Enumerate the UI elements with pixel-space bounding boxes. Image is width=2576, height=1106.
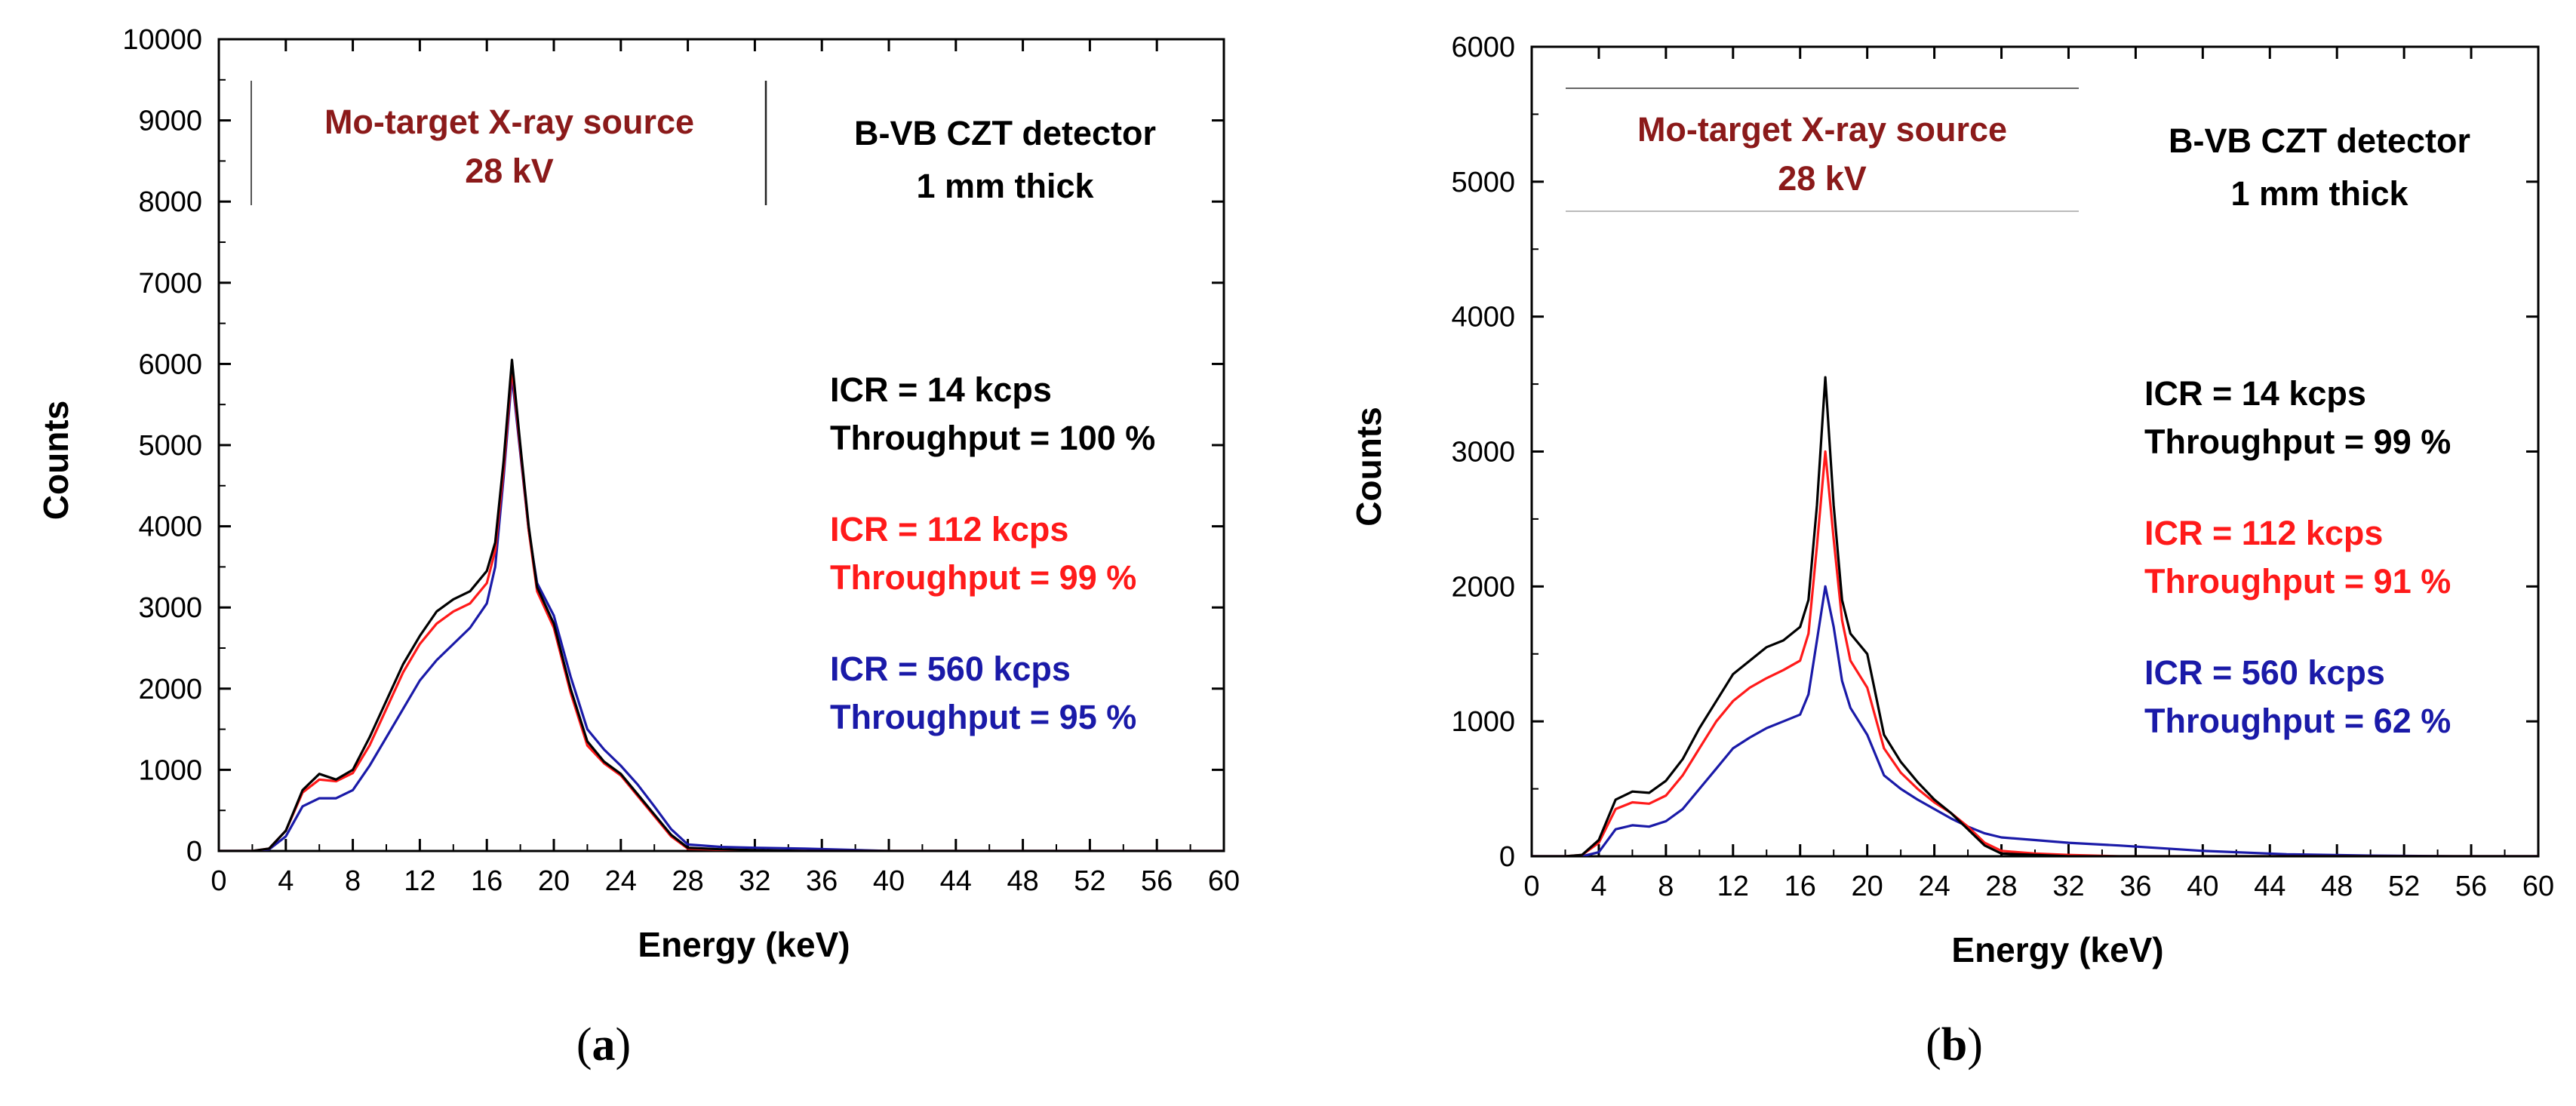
x-tick-label: 56 bbox=[2455, 871, 2487, 902]
x-tick-label: 44 bbox=[2254, 871, 2286, 902]
detector-label-line1: B-VB CZT detector bbox=[854, 114, 1156, 152]
y-tick-label: 1000 bbox=[1451, 706, 1515, 738]
y-tick-label: 5000 bbox=[138, 430, 202, 462]
y-tick-label: 8000 bbox=[138, 186, 202, 218]
legend-throughput-1: Throughput = 91 % bbox=[2144, 562, 2451, 601]
x-tick-label: 16 bbox=[471, 865, 503, 897]
y-tick-label: 6000 bbox=[138, 349, 202, 380]
series-line-red bbox=[1532, 450, 2538, 856]
x-tick-label: 52 bbox=[2388, 871, 2420, 902]
detector-label-line1: B-VB CZT detector bbox=[2169, 121, 2470, 160]
legend-throughput-2: Throughput = 62 % bbox=[2144, 702, 2451, 740]
panel-letter: a bbox=[592, 1019, 616, 1071]
series-line-blue bbox=[1532, 585, 2538, 856]
source-label-line1: Mo-target X-ray source bbox=[1637, 110, 2007, 149]
y-tick-label: 7000 bbox=[138, 268, 202, 300]
detector-label-line2: 1 mm thick bbox=[916, 167, 1094, 205]
x-axis-label: Energy (keV) bbox=[1951, 930, 2163, 969]
legend-icr-0: ICR = 14 kcps bbox=[2144, 374, 2366, 413]
x-tick-label: 60 bbox=[1208, 865, 1240, 897]
panel-caption-a: (a) bbox=[576, 1019, 631, 1071]
x-tick-label: 4 bbox=[1591, 871, 1606, 902]
y-tick-label: 2000 bbox=[138, 674, 202, 705]
source-label-line1: Mo-target X-ray source bbox=[324, 103, 694, 141]
legend-throughput-0: Throughput = 99 % bbox=[2144, 422, 2451, 461]
x-tick-label: 48 bbox=[2321, 871, 2353, 902]
x-tick-label: 8 bbox=[345, 865, 361, 897]
chart-panel-a: 0 4 8 12 16 20 24 28 32 36 40 44 48 52 56 6001000200030… bbox=[36, 24, 1240, 964]
x-tick-label: 40 bbox=[873, 865, 905, 897]
y-axis-label: Counts bbox=[1349, 407, 1388, 526]
y-tick-label: 2000 bbox=[1451, 571, 1515, 603]
y-tick-label: 0 bbox=[186, 836, 202, 868]
y-tick-label: 9000 bbox=[138, 106, 202, 137]
y-tick-label: 6000 bbox=[1451, 32, 1515, 63]
x-tick-label: 48 bbox=[1007, 865, 1038, 897]
y-tick-label: 4000 bbox=[138, 512, 202, 543]
series-line-black bbox=[219, 358, 1224, 851]
legend-throughput-0: Throughput = 100 % bbox=[830, 419, 1155, 457]
x-tick-label: 36 bbox=[806, 865, 838, 897]
source-label-line2: 28 kV bbox=[1778, 159, 1867, 198]
x-tick-label: 20 bbox=[1852, 871, 1883, 902]
y-tick-label: 3000 bbox=[1451, 437, 1515, 469]
x-tick-label: 32 bbox=[739, 865, 770, 897]
x-tick-label: 44 bbox=[940, 865, 972, 897]
x-tick-label: 28 bbox=[1985, 871, 2017, 902]
x-tick-label: 60 bbox=[2522, 871, 2554, 902]
legend-icr-0: ICR = 14 kcps bbox=[830, 370, 1052, 409]
x-tick-label: 12 bbox=[404, 865, 435, 897]
legend-icr-2: ICR = 560 kcps bbox=[830, 650, 1071, 688]
x-tick-label: 4 bbox=[278, 865, 294, 897]
x-tick-label: 40 bbox=[2187, 871, 2218, 902]
y-tick-label: 3000 bbox=[138, 592, 202, 624]
legend-icr-2: ICR = 560 kcps bbox=[2144, 653, 2385, 692]
x-tick-label: 32 bbox=[2052, 871, 2084, 902]
x-tick-label: 56 bbox=[1141, 865, 1173, 897]
chart-panel-b: 0 4 8 12 16 20 24 28 32 36 40 44 48 52 56 6001000200030… bbox=[1349, 32, 2554, 969]
source-label-line2: 28 kV bbox=[465, 152, 554, 190]
x-tick-label: 24 bbox=[605, 865, 637, 897]
y-tick-label: 0 bbox=[1499, 841, 1515, 873]
x-tick-label: 0 bbox=[211, 865, 226, 897]
x-tick-label: 0 bbox=[1523, 871, 1539, 902]
x-tick-label: 12 bbox=[1717, 871, 1749, 902]
panel-letter: b bbox=[1941, 1019, 1967, 1071]
x-tick-label: 36 bbox=[2120, 871, 2151, 902]
x-tick-label: 20 bbox=[538, 865, 570, 897]
legend-throughput-1: Throughput = 99 % bbox=[830, 558, 1136, 597]
y-tick-label: 10000 bbox=[122, 24, 202, 56]
x-tick-label: 8 bbox=[1658, 871, 1674, 902]
y-tick-label: 4000 bbox=[1451, 302, 1515, 333]
legend-throughput-2: Throughput = 95 % bbox=[830, 698, 1136, 736]
x-tick-label: 52 bbox=[1074, 865, 1105, 897]
x-tick-label: 28 bbox=[672, 865, 703, 897]
legend-icr-1: ICR = 112 kcps bbox=[830, 510, 1068, 548]
x-tick-label: 16 bbox=[1784, 871, 1816, 902]
series-line-black bbox=[1532, 376, 2538, 856]
x-axis-label: Energy (keV) bbox=[638, 925, 850, 964]
y-axis-label: Counts bbox=[36, 401, 75, 520]
panel-caption-b: (b) bbox=[1926, 1019, 1983, 1071]
x-tick-label: 24 bbox=[1918, 871, 1950, 902]
legend-icr-1: ICR = 112 kcps bbox=[2144, 514, 2383, 552]
y-tick-label: 1000 bbox=[138, 754, 202, 786]
y-tick-label: 5000 bbox=[1451, 167, 1515, 198]
detector-label-line2: 1 mm thick bbox=[2230, 174, 2408, 213]
